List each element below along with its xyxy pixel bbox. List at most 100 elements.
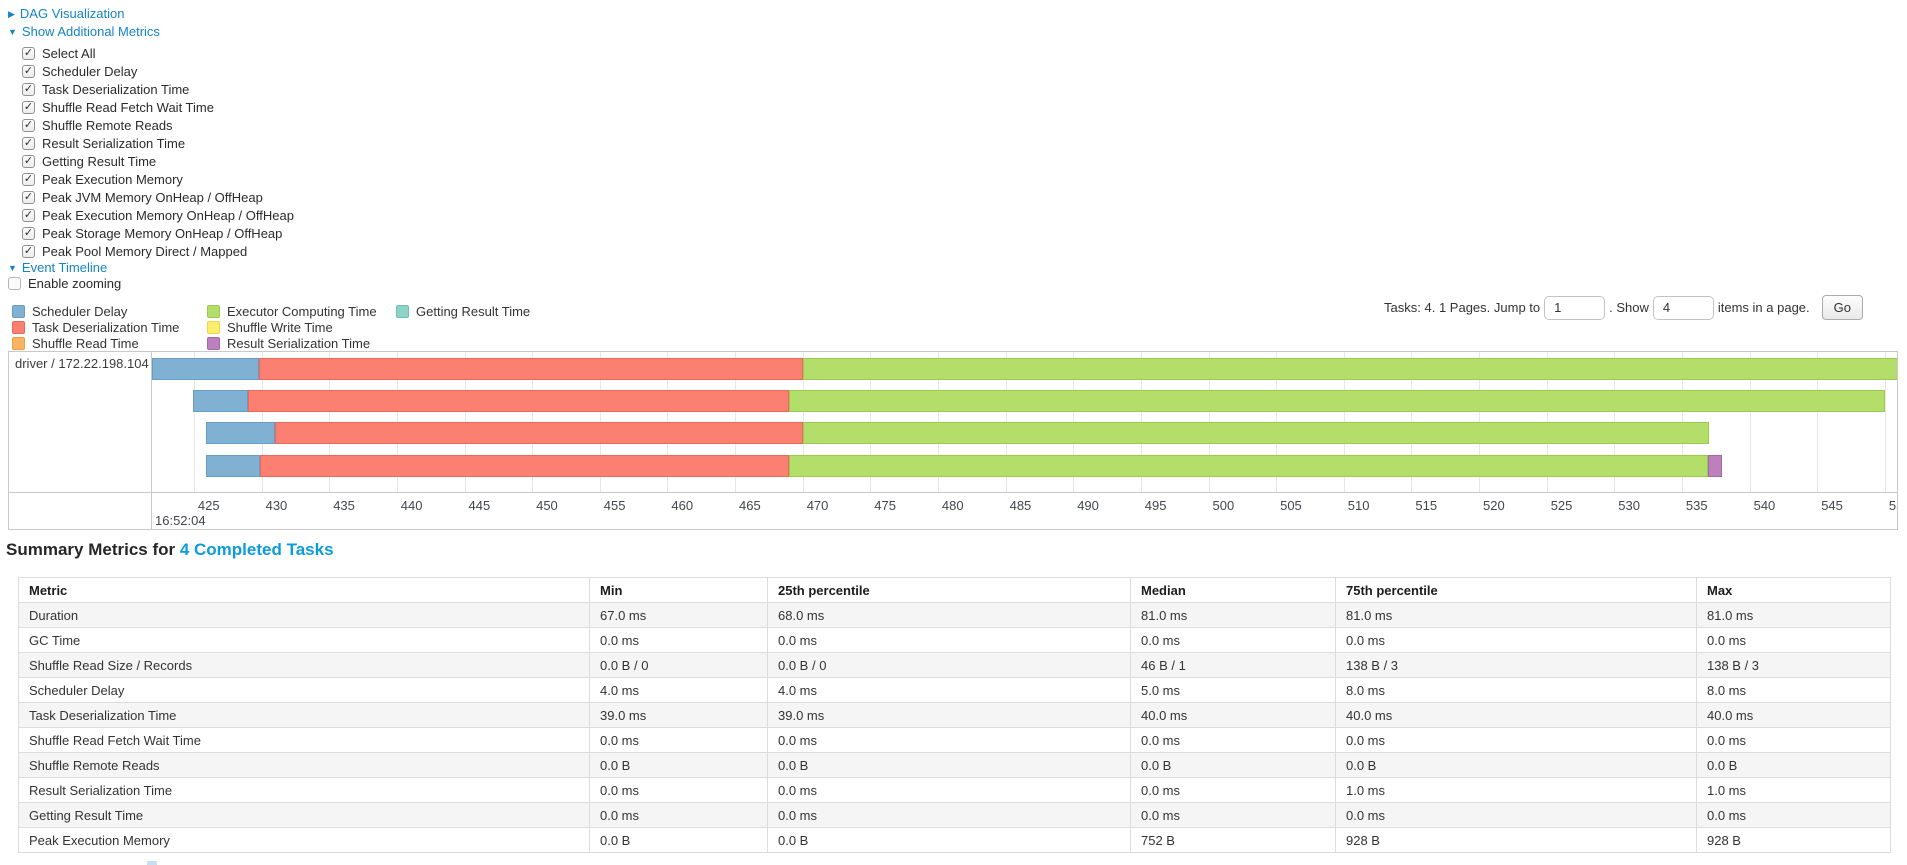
task-segment-task_deserialization[interactable]: [258, 358, 803, 380]
items-per-page-input[interactable]: [1652, 295, 1714, 320]
metric-option-label: Scheduler Delay: [42, 64, 138, 79]
show-additional-metrics-toggle[interactable]: ▼ Show Additional Metrics: [8, 24, 160, 40]
summary-metrics-heading-prefix: Summary Metrics for: [6, 540, 180, 559]
pager-suffix-text: items in a page.: [1717, 300, 1810, 315]
task-segment-task_deserialization[interactable]: [275, 422, 803, 444]
metric-option-row: ✓ Shuffle Remote Reads: [22, 118, 173, 133]
table-cell: 0.0 ms: [589, 802, 768, 828]
table-header-row: Metric Min 25th percentile Median 75th perce…: [18, 577, 1891, 603]
table-cell: 0.0 B: [767, 752, 1131, 778]
gridline: [1884, 352, 1886, 492]
table-cell: Getting Result Time: [18, 802, 590, 828]
jump-to-page-input[interactable]: [1544, 295, 1606, 320]
clipped-next-section: [147, 861, 157, 865]
task_deserialization-swatch-icon: [12, 321, 25, 334]
task-segment-result_serialization[interactable]: [1707, 455, 1723, 477]
axis-tick-label: 475: [874, 498, 896, 513]
axis-tick-label: 430: [265, 498, 288, 513]
table-cell: 0.0 ms: [1130, 802, 1336, 828]
task-segment-scheduler_delay[interactable]: [152, 358, 259, 380]
axis-tick-label: 510: [1347, 498, 1370, 513]
completed-tasks-link[interactable]: 4 Completed Tasks: [179, 540, 334, 559]
metric-option-checkbox[interactable]: ✓: [22, 83, 35, 96]
task-bar[interactable]: [152, 358, 1897, 380]
task-segment-executor_computing[interactable]: [789, 390, 1885, 412]
metric-option-checkbox[interactable]: ✓: [22, 245, 35, 258]
metric-option-checkbox[interactable]: ✓: [22, 137, 35, 150]
table-header-cell: 75th percentile: [1335, 577, 1697, 603]
table-cell: Duration: [18, 602, 590, 628]
axis-tick-label: 495: [1144, 498, 1167, 513]
table-cell: 8.0 ms: [1696, 677, 1891, 703]
table-row: Getting Result Time 0.0 ms 0.0 ms 0.0 ms 0.0…: [18, 802, 1891, 828]
task-segment-executor_computing[interactable]: [802, 422, 1709, 444]
metric-option-checkbox[interactable]: ✓: [22, 155, 35, 168]
metric-option-checkbox[interactable]: ✓: [22, 119, 35, 132]
dag-visualization-toggle[interactable]: ▶ DAG Visualization: [8, 6, 124, 22]
legend-label: Result Serialization Time: [227, 336, 371, 351]
table-cell: 0.0 ms: [1335, 627, 1697, 653]
metric-option-checkbox[interactable]: ✓: [22, 47, 35, 60]
axis-tick-label: 525: [1550, 498, 1573, 513]
axis-tick-label: 505: [1280, 498, 1302, 513]
metric-option-row: ✓ Peak Execution Memory: [22, 172, 183, 187]
task-segment-scheduler_delay[interactable]: [206, 422, 276, 444]
task-bar[interactable]: [192, 390, 1885, 412]
table-row: Duration 67.0 ms 68.0 ms 81.0 ms 81.0 ms 81.0…: [18, 602, 1891, 628]
task-segment-scheduler_delay[interactable]: [206, 455, 261, 477]
task-segment-scheduler_delay[interactable]: [192, 390, 249, 412]
table-cell: 752 B: [1130, 827, 1336, 853]
task-bar[interactable]: [206, 455, 1723, 477]
table-cell: 4.0 ms: [767, 677, 1131, 703]
table-cell: 138 B / 3: [1696, 652, 1891, 678]
metric-option-checkbox[interactable]: ✓: [22, 173, 35, 186]
metric-option-row: ✓ Peak Pool Memory Direct / Mapped: [22, 244, 247, 259]
task-bar[interactable]: [206, 422, 1709, 444]
chevron-down-icon: ▼: [8, 263, 17, 273]
task-segment-task_deserialization[interactable]: [248, 390, 790, 412]
getting_result-swatch-icon: [396, 305, 409, 318]
dag-visualization-label: DAG Visualization: [19, 6, 125, 21]
metric-option-row: ✓ Result Serialization Time: [22, 136, 185, 151]
axis-tick-label: 445: [468, 498, 491, 513]
table-cell: 0.0 ms: [1696, 802, 1891, 828]
table-cell: 4.0 ms: [589, 677, 768, 703]
metric-option-checkbox[interactable]: ✓: [22, 191, 35, 204]
table-header-cell: Min: [589, 577, 768, 603]
table-cell: 46 B / 1: [1130, 652, 1336, 678]
axis-tick-label: 485: [1009, 498, 1032, 513]
axis-tick-label: 500: [1212, 498, 1235, 513]
metric-option-checkbox[interactable]: ✓: [22, 209, 35, 222]
task-segment-executor_computing[interactable]: [789, 455, 1708, 477]
table-cell: 0.0 B: [589, 827, 768, 853]
metric-option-label: Shuffle Remote Reads: [42, 118, 173, 133]
task-segment-executor_computing[interactable]: [802, 358, 1897, 380]
executor_computing-swatch-icon: [207, 305, 220, 318]
go-button[interactable]: Go: [1821, 295, 1863, 320]
table-header-cell: Median: [1130, 577, 1336, 603]
metric-option-label: Shuffle Read Fetch Wait Time: [42, 100, 214, 115]
table-row: Shuffle Remote Reads 0.0 B 0.0 B 0.0 B 0.0 B…: [18, 752, 1891, 778]
axis-tick-label: 545: [1821, 498, 1843, 513]
table-row: GC Time 0.0 ms 0.0 ms 0.0 ms 0.0 ms 0.0 ms: [18, 627, 1891, 653]
table-cell: 0.0 ms: [767, 802, 1131, 828]
metric-option-checkbox[interactable]: ✓: [22, 65, 35, 78]
gridline: [193, 352, 195, 492]
table-cell: 39.0 ms: [767, 702, 1131, 728]
metric-option-checkbox[interactable]: ✓: [22, 227, 35, 240]
table-cell: Result Serialization Time: [18, 777, 590, 803]
table-cell: 0.0 ms: [1696, 727, 1891, 753]
table-header-cell: 25th percentile: [767, 577, 1131, 603]
table-cell: Shuffle Read Fetch Wait Time: [18, 727, 590, 753]
legend-item-shuffle_write: Shuffle Write Time: [207, 320, 333, 335]
metric-option-checkbox[interactable]: ✓: [22, 101, 35, 114]
event-timeline-label: Event Timeline: [21, 260, 108, 275]
enable-zooming-label: Enable zooming: [28, 276, 122, 291]
legend-label: Shuffle Read Time: [32, 336, 139, 351]
event-timeline-toggle[interactable]: ▼ Event Timeline: [8, 260, 107, 276]
task-segment-task_deserialization[interactable]: [260, 455, 790, 477]
axis-tick-label: 435: [333, 498, 355, 513]
enable-zooming-row: Enable zooming: [8, 276, 121, 291]
enable-zooming-checkbox[interactable]: [8, 277, 21, 290]
